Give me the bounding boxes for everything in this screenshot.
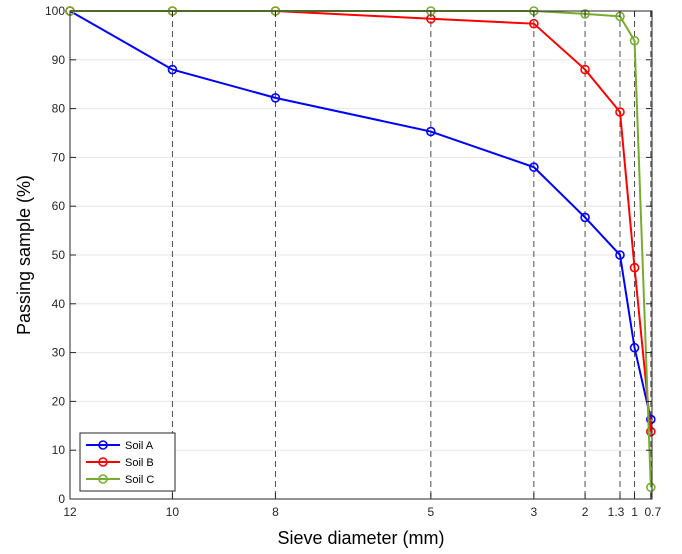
y-tick-label: 0 [58, 492, 65, 506]
legend-swatch-marker [98, 474, 108, 484]
y-tick-label: 40 [52, 297, 66, 311]
data-point [629, 342, 640, 353]
data-point [629, 262, 640, 273]
x-tick-label: 8 [272, 505, 279, 519]
x-tick-label: 0.7 [644, 505, 661, 519]
data-point [270, 93, 281, 103]
series-line [69, 10, 652, 420]
legend-label: Soil A [125, 440, 154, 452]
data-point [529, 162, 539, 172]
x-tick-label: 1.3 [608, 505, 625, 519]
data-point [615, 250, 625, 260]
data-point [580, 64, 590, 75]
data-point [580, 212, 590, 223]
data-point [580, 9, 590, 19]
legend-item: Soil A [86, 440, 154, 452]
y-tick-label: 100 [45, 4, 65, 18]
legend-label: Soil C [125, 474, 154, 486]
legend-item: Soil C [86, 474, 154, 486]
data-point [426, 126, 436, 137]
x-tick-label: 12 [63, 505, 77, 519]
vertical-grid [171, 11, 652, 499]
data-point [529, 18, 539, 29]
x-tick-label: 1 [631, 505, 638, 519]
y-tick-label: 50 [52, 248, 66, 262]
data-point [167, 64, 178, 75]
data-point [646, 426, 656, 437]
x-axis-label: Sieve diameter (mm) [277, 528, 444, 548]
y-tick-label: 60 [52, 199, 66, 213]
y-axis-label: Passing sample (%) [14, 175, 34, 335]
legend: Soil A Soil B Soil C [79, 432, 176, 492]
x-tick-label: 10 [166, 505, 180, 519]
x-tick-label: 3 [531, 505, 538, 519]
data-point [629, 35, 640, 46]
data-point [615, 107, 625, 117]
y-tick-label: 70 [52, 150, 66, 164]
axis-ticks: 0 10 20 30 40 50 60 70 80 90 100 12 10 8 5 3 2 1.3 1 0.7 [45, 4, 662, 519]
y-tick-label: 20 [52, 394, 66, 408]
x-tick-label: 5 [427, 505, 434, 519]
x-tick-label: 2 [582, 505, 589, 519]
y-tick-label: 90 [52, 53, 66, 67]
legend-label: Soil B [125, 457, 154, 469]
legend-swatch-marker [98, 440, 108, 450]
y-tick-label: 80 [52, 102, 66, 116]
legend-swatch-marker [98, 457, 108, 467]
y-tick-label: 30 [52, 346, 66, 360]
series-soil-a [65, 6, 656, 425]
y-tick-label: 10 [52, 443, 66, 457]
legend-item: Soil B [86, 457, 154, 469]
data-point [646, 482, 656, 493]
